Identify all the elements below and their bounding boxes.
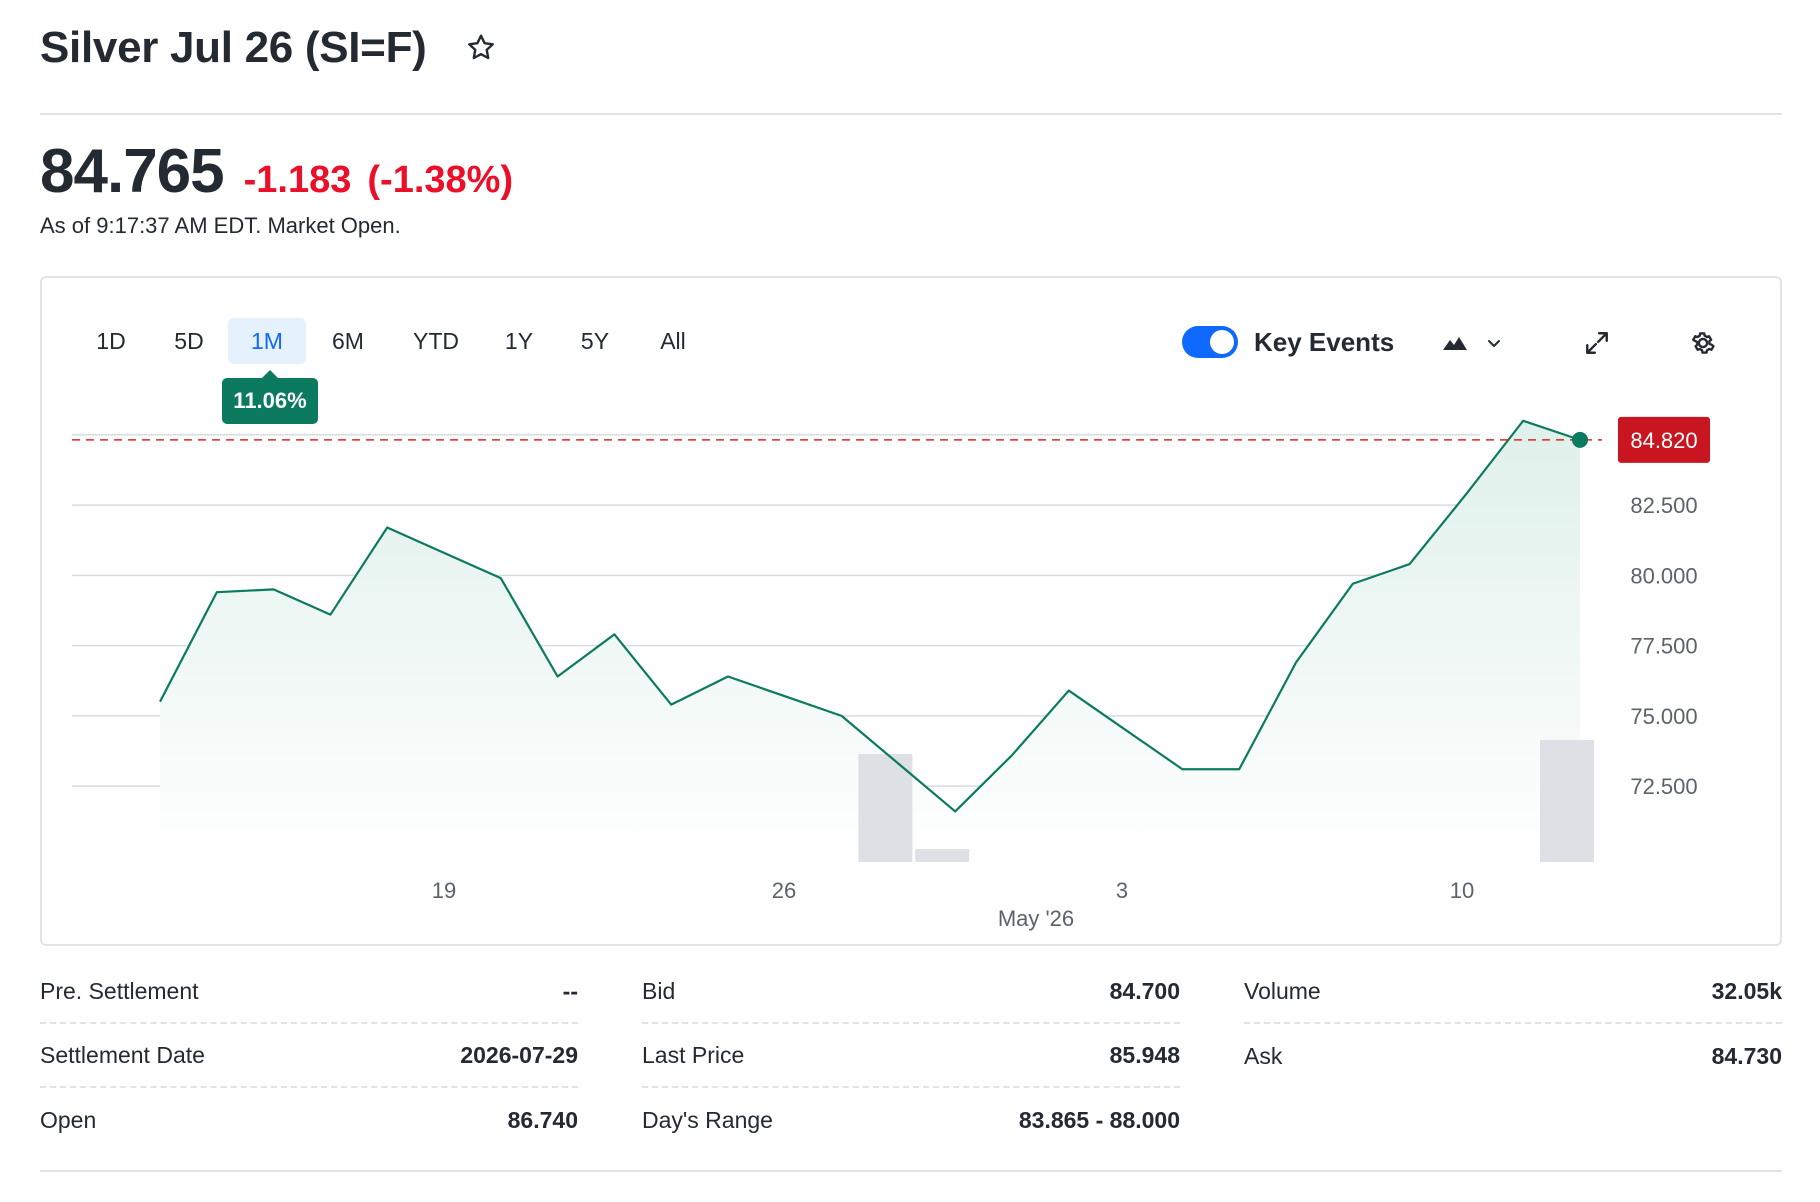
x-tick-label: 10	[1450, 878, 1474, 903]
chevron-down-icon	[1488, 340, 1500, 347]
key-events-label: Key Events	[1254, 326, 1395, 357]
range-tab-5y[interactable]: 5Y	[580, 327, 610, 354]
range-tab-5d[interactable]: 5D	[174, 327, 204, 354]
performance-badge: 11.06%	[222, 370, 318, 424]
stat-row: Volume 32.05k	[1244, 960, 1782, 1024]
y-tick-label: 80.000	[1630, 563, 1697, 588]
stat-row: Settlement Date 2026-07-29	[40, 1024, 578, 1088]
watchlist-star-button[interactable]	[461, 28, 501, 68]
stat-label: Volume	[1244, 977, 1321, 1004]
y-tick-label: 82.500	[1630, 493, 1697, 518]
chart-type-button[interactable]	[1442, 326, 1502, 360]
current-price-label: 84.820	[1630, 428, 1697, 453]
chart-settings-button[interactable]	[1686, 326, 1720, 360]
stat-value: 2026-07-29	[460, 1041, 578, 1068]
star-icon	[467, 34, 494, 60]
range-tabs: 1D 5D 1M 6M YTD 1Y 5Y All	[72, 318, 712, 364]
mountain-chart-icon	[1443, 337, 1467, 350]
toggle-knob	[1210, 330, 1234, 354]
price-row: 84.765 -1.183 (-1.38%)	[40, 136, 513, 207]
last-price-dot	[1572, 431, 1588, 448]
gear-icon	[1692, 332, 1715, 354]
range-tab-1d[interactable]: 1D	[96, 327, 126, 354]
stat-label: Ask	[1244, 1042, 1283, 1069]
stat-value: 32.05k	[1711, 977, 1782, 1004]
price-area	[160, 420, 1580, 862]
stat-label: Bid	[642, 977, 676, 1004]
y-tick-label: 77.500	[1630, 634, 1697, 659]
stat-value: 83.865 - 88.000	[1018, 1106, 1180, 1133]
stat-label: Settlement Date	[40, 1041, 205, 1068]
volume-bar	[915, 849, 970, 862]
chart-card: 82.500 80.000 77.500 75.000 72.500 84.820 19 26…	[40, 276, 1782, 946]
price-change: -1.183	[243, 159, 352, 201]
stats-column-1: Pre. Settlement -- Settlement Date 2026-07-…	[40, 960, 578, 1152]
stat-row: Open 86.740	[40, 1088, 578, 1152]
title-row: Silver Jul 26 (SI=F)	[40, 18, 501, 78]
expand-icon	[1586, 332, 1608, 354]
x-tick-label: 3	[1116, 878, 1128, 903]
range-tab-1y[interactable]: 1Y	[504, 327, 534, 354]
key-events-control: Key Events	[1182, 326, 1394, 358]
fullscreen-button[interactable]	[1580, 326, 1614, 360]
x-period-label: May '26	[998, 906, 1074, 931]
range-tab-6m[interactable]: 6M	[332, 327, 364, 354]
stats-column-2: Bid 84.700 Last Price 85.948 Day's Range 83.8…	[642, 960, 1180, 1152]
x-tick-label: 19	[432, 878, 456, 903]
stat-value: 85.948	[1109, 1041, 1180, 1068]
stat-value: 84.700	[1109, 977, 1180, 1004]
stat-row: Bid 84.700	[642, 960, 1180, 1024]
y-tick-label: 75.000	[1630, 704, 1697, 729]
volume-bar	[1540, 739, 1594, 862]
stat-label: Last Price	[642, 1041, 745, 1068]
stat-row: Last Price 85.948	[642, 1024, 1180, 1088]
price-line	[159, 419, 1581, 813]
price-chart[interactable]: 82.500 80.000 77.500 75.000 72.500 84.820 19 26…	[42, 278, 1780, 944]
stat-value: 86.740	[507, 1106, 578, 1133]
range-tab-ytd[interactable]: YTD	[413, 327, 459, 354]
price-change-percent: (-1.38%)	[367, 159, 514, 201]
stat-label: Pre. Settlement	[40, 977, 199, 1004]
range-tab-all[interactable]: All	[660, 327, 686, 354]
x-tick-label: 26	[772, 878, 796, 903]
stat-row: Day's Range 83.865 - 88.000	[642, 1088, 1180, 1152]
header-divider	[40, 113, 1782, 115]
stat-value: --	[562, 977, 578, 1004]
key-events-toggle[interactable]	[1182, 326, 1238, 358]
current-price-label-bg	[1618, 416, 1710, 463]
volume-bar	[858, 754, 913, 862]
y-tick-label: 72.500	[1630, 774, 1697, 799]
stat-row: Ask 84.730	[1244, 1024, 1782, 1088]
page-title: Silver Jul 26 (SI=F)	[40, 23, 427, 72]
quote-stats: Pre. Settlement -- Settlement Date 2026-07-…	[40, 960, 1782, 1160]
range-tab-1m[interactable]: 1M	[228, 318, 306, 364]
current-price: 84.765	[40, 137, 225, 206]
market-status: As of 9:17:37 AM EDT. Market Open.	[40, 213, 401, 238]
stat-label: Open	[40, 1106, 97, 1133]
stat-value: 84.730	[1711, 1042, 1782, 1069]
stats-column-3: Volume 32.05k Ask 84.730	[1244, 960, 1782, 1088]
stat-row: Pre. Settlement --	[40, 960, 578, 1024]
stat-label: Day's Range	[642, 1106, 773, 1133]
footer-divider	[40, 1170, 1782, 1172]
